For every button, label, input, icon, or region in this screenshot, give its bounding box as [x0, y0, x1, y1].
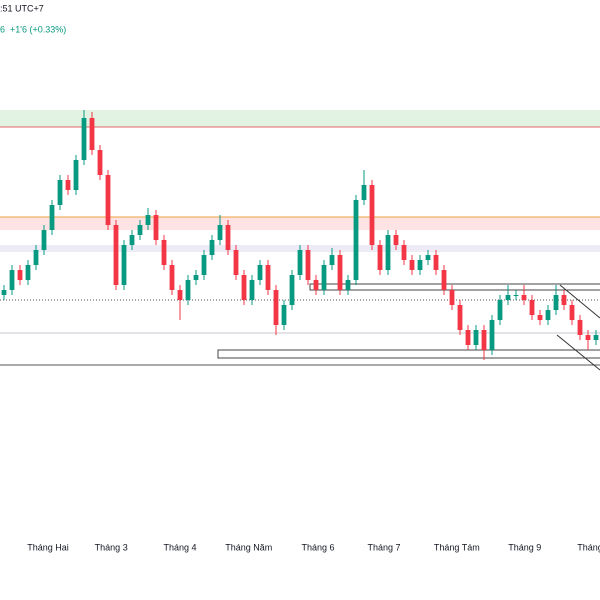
candle-body — [553, 295, 559, 310]
candle-body — [457, 305, 463, 330]
candle-body — [73, 160, 79, 190]
candle-body — [233, 250, 239, 275]
candle-body — [321, 265, 327, 290]
candle-body — [577, 320, 583, 335]
candle-body — [561, 295, 567, 305]
range-box — [217, 349, 600, 359]
candle-body — [545, 310, 551, 320]
price-label: 6 — [0, 24, 5, 34]
channel-line — [556, 334, 600, 371]
candle-body — [89, 118, 95, 150]
time-label: :51 UTC+7 — [0, 3, 44, 13]
candle-body — [273, 290, 279, 325]
candle-body — [65, 180, 71, 190]
x-tick-label: Tháng 7 — [367, 542, 400, 552]
candle-body — [81, 118, 87, 160]
candle-body — [297, 250, 303, 275]
candle-body — [409, 260, 415, 270]
candle-body — [417, 260, 423, 270]
candle-body — [513, 295, 519, 296]
x-tick-label: Tháng 4 — [163, 542, 196, 552]
candle-body — [121, 245, 127, 285]
candle-body — [489, 320, 495, 350]
x-tick-label: Tháng — [577, 542, 600, 552]
candle-body — [153, 215, 159, 240]
candle-body — [97, 150, 103, 175]
x-tick-label: Tháng 6 — [301, 542, 334, 552]
candle-body — [289, 275, 295, 305]
candle-body — [113, 225, 119, 285]
candle-body — [537, 315, 543, 320]
candle-body — [161, 240, 167, 265]
zone-pink — [0, 217, 600, 230]
candle-body — [473, 330, 479, 345]
candle-body — [329, 255, 335, 265]
candle-body — [17, 270, 23, 280]
candle-body — [345, 280, 351, 290]
candle-body — [145, 215, 151, 225]
candle-body — [377, 245, 383, 270]
candle-body — [465, 330, 471, 345]
candle-body — [281, 305, 287, 325]
candle-body — [169, 265, 175, 290]
candle-body — [33, 250, 39, 265]
candle-body — [193, 275, 199, 280]
candle-body — [369, 185, 375, 245]
candle-body — [425, 255, 431, 260]
x-tick-label: Tháng 9 — [508, 542, 541, 552]
candle-body — [393, 235, 399, 245]
candle-body — [129, 235, 135, 245]
candle-body — [385, 235, 391, 270]
candle-body — [137, 225, 143, 235]
candle-body — [265, 265, 271, 290]
channel-line — [559, 284, 600, 319]
candle-body — [1, 290, 7, 295]
zone-green — [0, 110, 600, 127]
x-tick-label: Tháng Tám — [434, 542, 480, 552]
x-tick-label: Tháng Năm — [225, 542, 272, 552]
candle-body — [505, 295, 511, 300]
candle-body — [25, 265, 31, 280]
candle-body — [449, 290, 455, 305]
candle-body — [177, 290, 183, 300]
candle-body — [433, 255, 439, 270]
candle-body — [185, 280, 191, 300]
x-tick-label: Tháng Hai — [27, 542, 69, 552]
candle-body — [41, 230, 47, 250]
change-label: +1'6 (+0.33%) — [10, 24, 66, 34]
candle-body — [217, 225, 223, 240]
candle-body — [585, 335, 591, 340]
candle-body — [209, 240, 215, 255]
candle-body — [313, 280, 319, 290]
candle-body — [521, 295, 527, 300]
candle-body — [481, 330, 487, 350]
candle-body — [105, 175, 111, 225]
range-box — [309, 283, 600, 291]
candle-body — [569, 305, 575, 320]
candle-body — [225, 225, 231, 250]
x-tick-label: Tháng 3 — [95, 542, 128, 552]
candle-body — [529, 300, 535, 315]
candle-body — [337, 255, 343, 290]
candle-body — [361, 185, 367, 200]
candle-body — [249, 280, 255, 300]
candle-body — [241, 275, 247, 300]
candle-body — [593, 335, 599, 340]
candle-body — [401, 245, 407, 260]
candle-body — [49, 205, 55, 230]
candle-body — [353, 200, 359, 280]
candle-body — [9, 270, 15, 290]
candle-body — [201, 255, 207, 275]
candle-body — [257, 265, 263, 280]
candle-body — [441, 270, 447, 290]
candle-body — [57, 180, 63, 205]
candle-body — [305, 250, 311, 280]
candle-body — [497, 300, 503, 320]
